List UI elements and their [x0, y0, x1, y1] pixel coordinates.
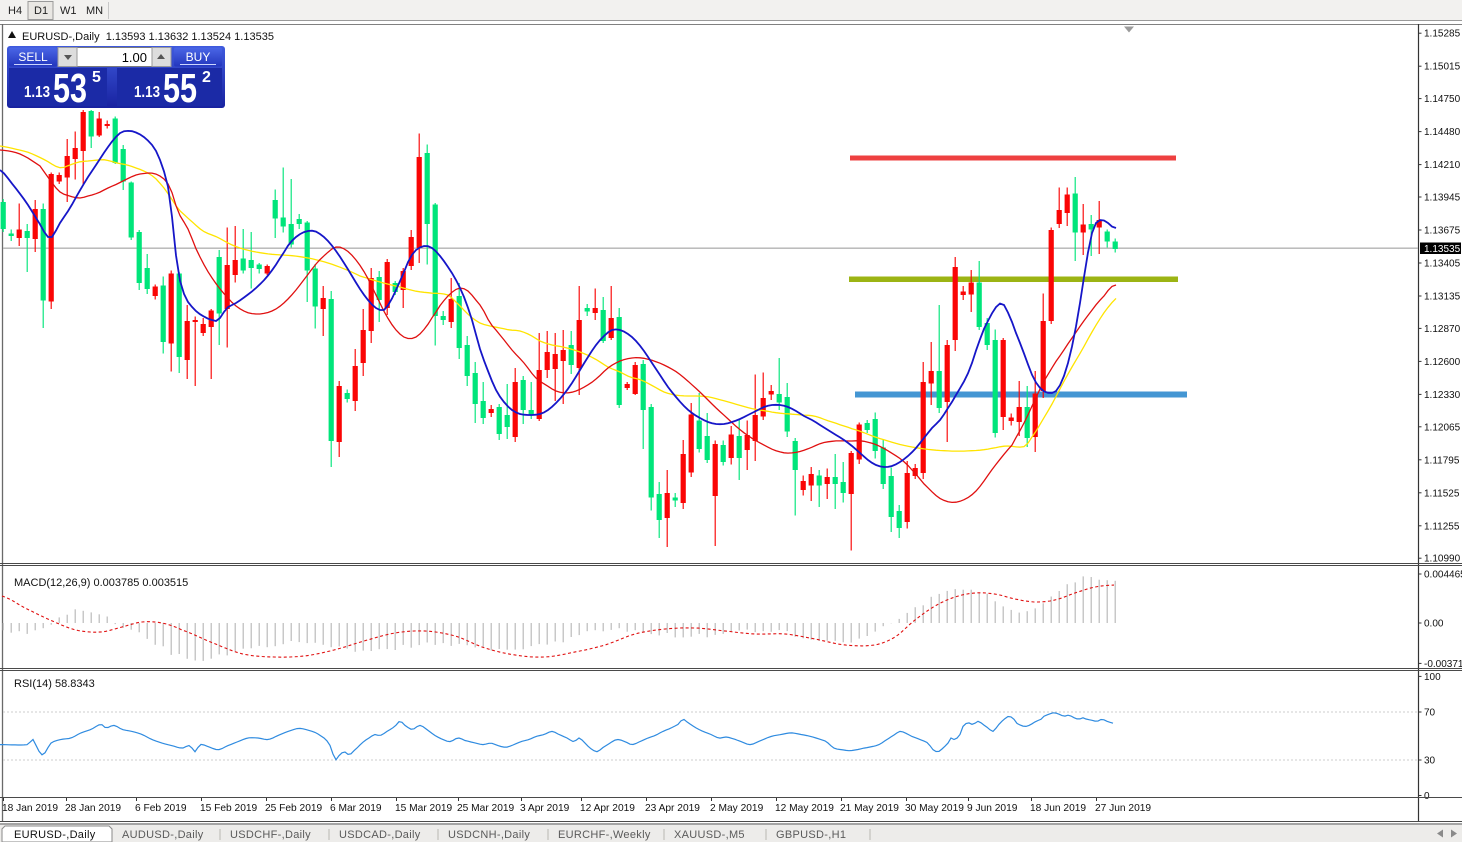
- svg-text:9 Jun 2019: 9 Jun 2019: [967, 803, 1018, 814]
- svg-text:1.12870: 1.12870: [1424, 324, 1461, 335]
- svg-text:GBPUSD-,H1: GBPUSD-,H1: [776, 829, 846, 841]
- svg-text:1.14210: 1.14210: [1424, 160, 1461, 171]
- svg-text:USDCHF-,Daily: USDCHF-,Daily: [230, 829, 311, 841]
- svg-text:0.004465: 0.004465: [1424, 570, 1462, 581]
- svg-text:1.13135: 1.13135: [1424, 292, 1461, 303]
- svg-text:2: 2: [202, 69, 211, 86]
- svg-text:100: 100: [1424, 672, 1441, 683]
- svg-text:18 Jan 2019: 18 Jan 2019: [2, 803, 58, 814]
- svg-text:1.13535: 1.13535: [1424, 244, 1461, 255]
- svg-text:1.12330: 1.12330: [1424, 390, 1461, 401]
- svg-text:1.13675: 1.13675: [1424, 226, 1461, 237]
- svg-text:18 Jun 2019: 18 Jun 2019: [1030, 803, 1086, 814]
- svg-text:1.13: 1.13: [134, 84, 160, 101]
- svg-text:12 Apr 2019: 12 Apr 2019: [580, 803, 635, 814]
- svg-text:SELL: SELL: [18, 50, 48, 64]
- svg-text:1.12065: 1.12065: [1424, 422, 1461, 433]
- svg-text:1.14750: 1.14750: [1424, 94, 1461, 105]
- svg-text:1.11525: 1.11525: [1424, 488, 1460, 499]
- svg-text:XAUUSD-,M5: XAUUSD-,M5: [674, 829, 745, 841]
- svg-text:1.13: 1.13: [24, 84, 50, 101]
- svg-text:21 May 2019: 21 May 2019: [840, 803, 899, 814]
- svg-text:12 May 2019: 12 May 2019: [775, 803, 834, 814]
- svg-text:28 Jan 2019: 28 Jan 2019: [65, 803, 121, 814]
- svg-text:1.11795: 1.11795: [1424, 455, 1460, 466]
- svg-text:AUDUSD-,Daily: AUDUSD-,Daily: [122, 829, 204, 841]
- svg-text:27 Jun 2019: 27 Jun 2019: [1095, 803, 1151, 814]
- svg-text:1.11255: 1.11255: [1424, 521, 1460, 532]
- svg-text:RSI(14) 58.8343: RSI(14) 58.8343: [14, 678, 95, 690]
- svg-text:55: 55: [163, 65, 197, 111]
- svg-text:MACD(12,26,9) 0.003785 0.00351: MACD(12,26,9) 0.003785 0.003515: [14, 577, 188, 589]
- svg-text:1.00: 1.00: [122, 50, 147, 65]
- svg-text:USDCAD-,Daily: USDCAD-,Daily: [339, 829, 421, 841]
- svg-text:1.15015: 1.15015: [1424, 62, 1461, 73]
- svg-text:1.13405: 1.13405: [1424, 259, 1461, 270]
- svg-text:EURUSD-,Daily 1.13593 1.13632: EURUSD-,Daily 1.13593 1.13632 1.13524 1.…: [22, 31, 274, 43]
- svg-text:15 Mar 2019: 15 Mar 2019: [395, 803, 453, 814]
- svg-text:H4: H4: [8, 5, 22, 17]
- svg-text:-0.003715: -0.003715: [1424, 659, 1462, 670]
- svg-text:0: 0: [1424, 791, 1430, 802]
- svg-text:1.15285: 1.15285: [1424, 29, 1461, 40]
- svg-text:D1: D1: [34, 5, 48, 17]
- svg-text:30 May 2019: 30 May 2019: [905, 803, 964, 814]
- svg-text:BUY: BUY: [186, 50, 211, 64]
- svg-text:25 Mar 2019: 25 Mar 2019: [457, 803, 515, 814]
- svg-text:23 Apr 2019: 23 Apr 2019: [645, 803, 700, 814]
- svg-text:3 Apr 2019: 3 Apr 2019: [520, 803, 570, 814]
- svg-text:0.00: 0.00: [1424, 619, 1444, 630]
- svg-text:1.10990: 1.10990: [1424, 554, 1461, 565]
- svg-text:1.13945: 1.13945: [1424, 193, 1461, 204]
- svg-text:25 Feb 2019: 25 Feb 2019: [265, 803, 323, 814]
- svg-text:USDCNH-,Daily: USDCNH-,Daily: [448, 829, 530, 841]
- svg-text:70: 70: [1424, 708, 1436, 719]
- svg-text:EURCHF-,Weekly: EURCHF-,Weekly: [558, 829, 651, 841]
- svg-text:EURUSD-,Daily: EURUSD-,Daily: [14, 829, 96, 841]
- svg-text:MN: MN: [86, 5, 103, 17]
- svg-text:5: 5: [92, 69, 101, 86]
- svg-text:6 Mar 2019: 6 Mar 2019: [330, 803, 382, 814]
- svg-text:15 Feb 2019: 15 Feb 2019: [200, 803, 258, 814]
- svg-text:30: 30: [1424, 756, 1436, 767]
- svg-text:2 May 2019: 2 May 2019: [710, 803, 764, 814]
- svg-text:1.14480: 1.14480: [1424, 127, 1461, 138]
- svg-text:1.12600: 1.12600: [1424, 357, 1461, 368]
- svg-text:6 Feb 2019: 6 Feb 2019: [135, 803, 187, 814]
- svg-text:53: 53: [53, 65, 87, 111]
- svg-text:W1: W1: [60, 5, 77, 17]
